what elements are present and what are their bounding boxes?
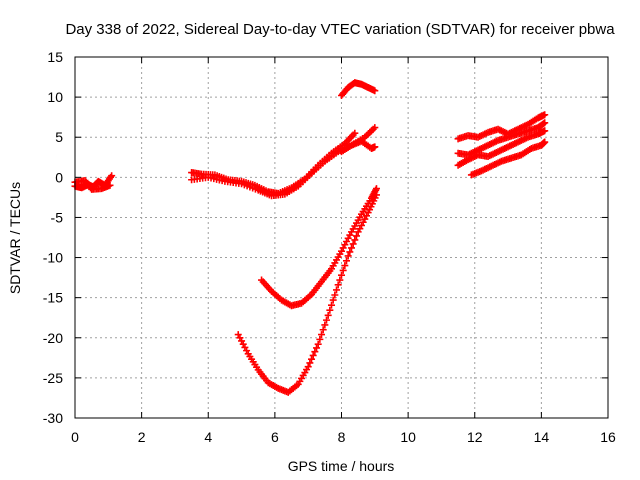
x-tick-label: 14 xyxy=(534,429,550,445)
data-point xyxy=(347,244,355,252)
x-tick-label: 4 xyxy=(204,429,212,445)
series-arc-f xyxy=(338,79,379,100)
data-point xyxy=(352,232,360,240)
x-tick-label: 0 xyxy=(71,429,79,445)
data-point xyxy=(541,127,549,135)
data-point xyxy=(334,281,342,289)
data-point xyxy=(371,124,379,132)
data-point xyxy=(333,286,341,294)
data-point xyxy=(106,181,114,189)
y-tick-label: 10 xyxy=(47,89,63,105)
data-point xyxy=(351,236,359,244)
data-point xyxy=(314,340,322,348)
y-tick-label: -30 xyxy=(43,410,63,426)
data-point xyxy=(346,248,354,256)
data-point xyxy=(308,355,316,363)
data-point xyxy=(372,185,380,193)
x-axis-label: GPS time / hours xyxy=(288,458,395,474)
y-tick-label: -10 xyxy=(43,250,63,266)
data-point xyxy=(316,335,324,343)
data-point xyxy=(329,296,337,304)
x-tick-label: 8 xyxy=(338,429,346,445)
data-point xyxy=(339,266,347,274)
data-point xyxy=(342,257,350,265)
data-point xyxy=(351,129,359,137)
data-point xyxy=(371,143,379,151)
y-tick-label: 0 xyxy=(55,169,63,185)
data-point xyxy=(349,240,357,248)
data-point xyxy=(318,331,326,339)
data-point xyxy=(338,271,345,279)
data-point xyxy=(309,351,317,359)
series-arc-g xyxy=(258,185,380,310)
x-tick-label: 16 xyxy=(600,429,616,445)
x-tick-label: 2 xyxy=(138,429,146,445)
x-tick-label: 6 xyxy=(271,429,279,445)
data-points xyxy=(71,79,549,396)
y-tick-label: -20 xyxy=(43,330,63,346)
data-point xyxy=(371,87,379,95)
y-tick-label: -5 xyxy=(51,209,64,225)
plot-frame xyxy=(74,56,609,419)
data-point xyxy=(336,276,344,284)
series-arc-h xyxy=(234,191,380,396)
y-axis-label: SDTVAR / TECUs xyxy=(7,182,23,294)
y-tick-label: 15 xyxy=(47,49,63,65)
data-point xyxy=(372,191,380,199)
data-point xyxy=(108,172,116,180)
series-arc-l xyxy=(467,138,549,179)
series-arc-k xyxy=(454,127,549,169)
y-tick-label: -25 xyxy=(43,370,63,386)
data-point xyxy=(313,344,321,352)
data-point xyxy=(541,119,549,127)
y-tick-label: 5 xyxy=(55,129,63,145)
data-point xyxy=(344,252,352,260)
series-arc-i xyxy=(454,111,549,143)
axis-ticks: 0 2 4 6 8 10 12 14 16 15 10 5 0 -5 -10 -15 -20 -25 -30 xyxy=(43,49,616,445)
x-tick-label: 10 xyxy=(400,429,416,445)
x-tick-label: 12 xyxy=(467,429,483,445)
data-point xyxy=(326,306,334,314)
series-arc-b xyxy=(71,177,114,193)
y-tick-label: -15 xyxy=(43,290,63,306)
data-point xyxy=(323,316,331,324)
data-point xyxy=(306,359,314,367)
data-point xyxy=(540,120,548,128)
data-point xyxy=(319,326,327,334)
data-point xyxy=(304,363,312,371)
data-point xyxy=(541,138,549,146)
data-point xyxy=(324,311,332,319)
data-point xyxy=(331,291,339,299)
data-point xyxy=(328,301,336,309)
data-point xyxy=(541,111,549,119)
data-point xyxy=(321,321,329,329)
data-point xyxy=(311,348,319,356)
chart-title: Day 338 of 2022, Sidereal Day-to-day VTE… xyxy=(65,21,615,38)
series-arc-e xyxy=(338,137,379,156)
data-point xyxy=(341,262,349,270)
